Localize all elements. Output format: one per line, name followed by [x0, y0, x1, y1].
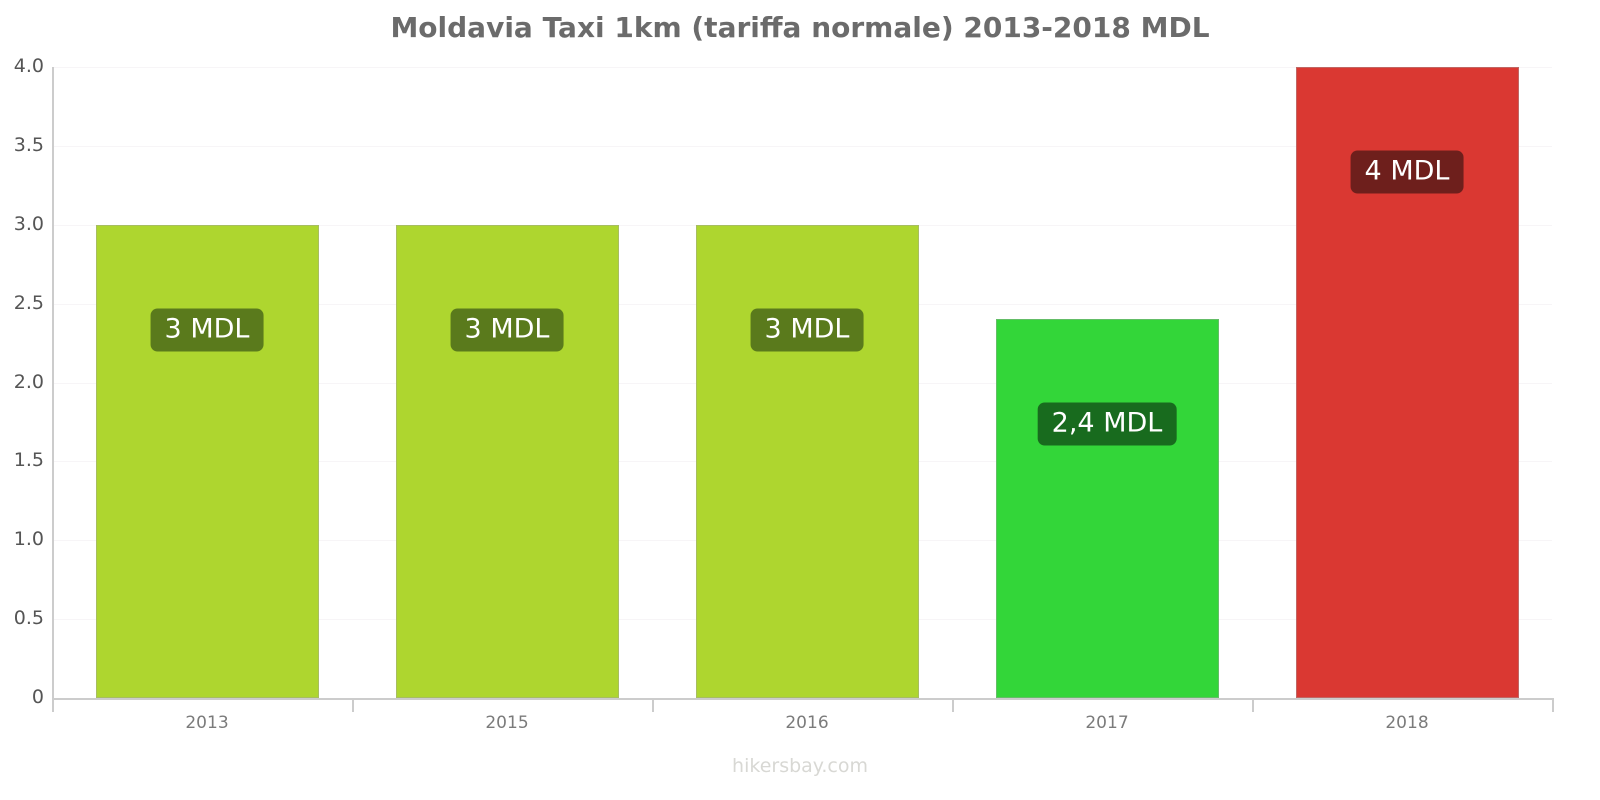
y-axis-tick-label: 3.0 [13, 212, 44, 235]
x-axis-tick-mark [952, 698, 954, 712]
y-axis-tick-label: 3.5 [13, 133, 44, 156]
bar-value-label: 3 MDL [450, 308, 564, 352]
x-axis-tick-mark [1552, 698, 1554, 712]
x-axis-line [52, 698, 1552, 700]
bar[interactable] [695, 224, 919, 698]
source-watermark: hikersbay.com [732, 755, 868, 777]
y-axis-spine [52, 67, 54, 698]
y-axis-tick-label: 2.5 [13, 291, 44, 314]
gridline [52, 145, 1552, 147]
y-axis-tick-label: 0 [31, 686, 44, 708]
y-axis-tick-label: 1.0 [13, 528, 44, 551]
x-axis-tick-label: 2017 [1085, 713, 1129, 733]
x-axis-tick-mark [352, 698, 354, 712]
x-axis-tick-mark [652, 698, 654, 712]
x-axis-tick-mark [52, 698, 54, 712]
bar-value-label: 4 MDL [1350, 150, 1464, 194]
y-axis-tick-label: 2.0 [13, 370, 44, 393]
x-axis-tick-label: 2018 [1385, 713, 1429, 733]
x-axis-tick-mark [1252, 698, 1254, 712]
y-axis-tick-label: 4.0 [13, 55, 44, 77]
bar-value-label: 3 MDL [750, 308, 864, 352]
gridline [52, 67, 1552, 68]
y-axis-tick-label: 1.5 [13, 449, 44, 472]
y-axis-tick-label: 0.5 [13, 607, 44, 630]
bar[interactable] [95, 224, 319, 698]
x-axis-tick-label: 2013 [185, 713, 229, 733]
chart-title: Moldavia Taxi 1km (tariffa normale) 2013… [390, 11, 1210, 44]
x-axis-tick-label: 2015 [485, 713, 529, 733]
bar[interactable] [995, 319, 1219, 698]
bar-value-label: 2,4 MDL [1037, 402, 1177, 446]
x-axis-tick-label: 2016 [785, 713, 829, 733]
bar-value-label: 3 MDL [150, 308, 264, 352]
bar[interactable] [395, 224, 619, 698]
